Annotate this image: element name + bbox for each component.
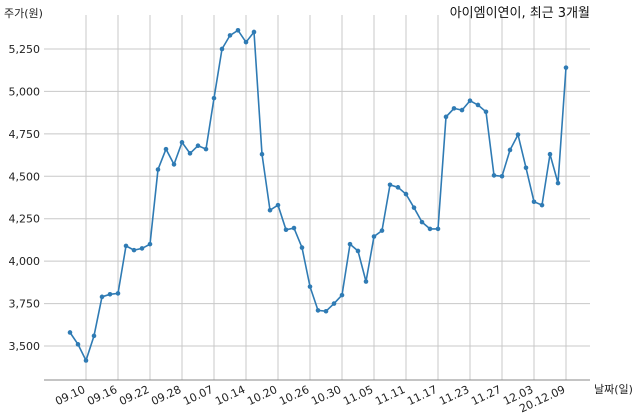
data-point — [83, 358, 89, 363]
data-point — [187, 151, 193, 156]
data-point — [211, 95, 217, 101]
data-point — [243, 39, 249, 45]
y-axis-label: 주가(원) — [4, 7, 43, 20]
x-tick-label: 09.16 — [85, 383, 119, 408]
data-point — [403, 191, 409, 197]
x-tick-label: 11.05 — [341, 383, 375, 408]
data-point — [171, 162, 177, 167]
y-tick-label: 3,750 — [9, 298, 41, 311]
x-tick-label: 11.11 — [373, 383, 407, 408]
data-point — [515, 132, 521, 137]
data-point — [347, 241, 353, 247]
data-point — [219, 46, 225, 52]
data-point — [355, 248, 361, 254]
data-point — [131, 247, 137, 253]
data-point — [147, 241, 153, 247]
x-tick-label: 10.30 — [309, 383, 343, 408]
data-point — [75, 342, 81, 347]
data-point — [475, 102, 481, 108]
data-point — [291, 225, 297, 231]
x-tick-label: 09.28 — [149, 383, 183, 408]
data-point — [107, 291, 113, 297]
data-point — [499, 173, 505, 179]
data-point — [299, 245, 305, 250]
x-tick-label: 09.10 — [53, 383, 87, 408]
y-tick-label: 5,250 — [9, 43, 41, 56]
data-point — [115, 291, 121, 296]
data-point — [395, 185, 401, 190]
data-point — [203, 146, 209, 152]
y-tick-labels: 3,500 3,750 4,000 4,250 4,500 4,750 5,000 5,250 — [9, 43, 41, 353]
y-tick-label: 4,000 — [9, 255, 41, 268]
data-point — [411, 205, 417, 210]
x-tick-labels: 09.1009.1609.2209.2810.0710.1410.2010.26… — [53, 383, 567, 415]
data-point — [563, 65, 569, 70]
y-tick-label: 3,500 — [9, 340, 41, 353]
data-point — [419, 219, 425, 225]
data-point — [227, 33, 233, 38]
data-point — [163, 146, 169, 152]
series — [67, 27, 569, 363]
x-tick-label: 11.23 — [437, 383, 471, 408]
data-point — [547, 151, 553, 157]
data-point — [523, 165, 529, 171]
data-point — [339, 292, 345, 298]
chart-title: 아이엠이연이, 최근 3개월 — [450, 6, 590, 21]
x-tick-label: 10.14 — [213, 383, 247, 408]
data-point — [195, 143, 201, 149]
data-point — [539, 202, 545, 208]
data-point — [323, 308, 329, 314]
data-point — [259, 151, 265, 157]
data-point — [275, 202, 281, 208]
y-tick-label: 4,750 — [9, 128, 41, 141]
data-point — [427, 226, 433, 232]
x-tick-label: 11.27 — [469, 383, 503, 408]
data-point — [491, 173, 497, 178]
data-point — [283, 227, 289, 233]
data-point — [235, 27, 241, 33]
y-tick-label: 5,000 — [9, 85, 41, 98]
y-tick-label: 4,500 — [9, 170, 41, 183]
data-point — [507, 147, 513, 153]
data-point — [139, 246, 145, 251]
x-tick-label: 09.22 — [117, 383, 151, 408]
data-point — [91, 333, 97, 339]
data-point — [555, 180, 561, 186]
data-point — [331, 301, 337, 306]
data-point — [379, 228, 385, 233]
grid — [44, 15, 590, 380]
data-point — [251, 29, 257, 35]
data-point — [467, 98, 473, 104]
data-point — [99, 294, 105, 300]
data-point — [363, 279, 369, 284]
x-tick-label: 10.07 — [181, 383, 215, 408]
data-point — [387, 182, 393, 188]
data-point — [443, 114, 449, 120]
data-point — [531, 199, 537, 205]
data-point — [307, 284, 313, 289]
x-tick-label: 11.17 — [405, 383, 439, 408]
data-point — [435, 226, 441, 232]
data-point — [123, 243, 129, 249]
data-point — [315, 308, 321, 313]
x-tick-label: 10.26 — [277, 383, 311, 408]
y-tick-label: 4,250 — [9, 213, 41, 226]
data-point — [371, 234, 377, 239]
data-point — [267, 207, 273, 213]
data-point — [483, 109, 489, 115]
data-point — [451, 106, 457, 111]
x-tick-label: 10.20 — [245, 383, 279, 408]
x-axis-label: 날짜(일) — [594, 382, 633, 396]
data-point — [155, 167, 161, 172]
data-point — [459, 107, 465, 113]
data-point — [179, 140, 185, 145]
data-point — [67, 330, 73, 335]
